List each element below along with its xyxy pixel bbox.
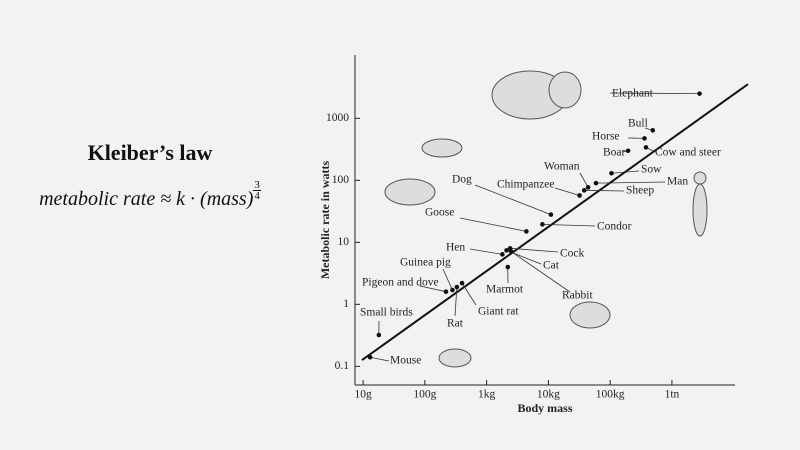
leader-line [442, 268, 453, 291]
leader-line [454, 287, 458, 317]
point [650, 128, 656, 133]
point-label: Goose [425, 207, 454, 219]
point [540, 222, 545, 227]
leader-line [609, 92, 700, 95]
elephant-head-art [548, 71, 582, 109]
illustrations [384, 70, 708, 368]
point [454, 284, 460, 290]
point [609, 170, 614, 176]
x-axis-label: Body mass [517, 401, 572, 415]
point-label: Cow and steer [655, 147, 721, 159]
dog-art [421, 138, 463, 158]
rabbit-art [569, 301, 611, 329]
point-label: Mouse [390, 355, 421, 367]
point [577, 193, 582, 198]
leader-line [584, 189, 625, 192]
point-label: Cat [543, 260, 560, 272]
point [548, 212, 554, 217]
y-axis-label: Metabolic rate in watts [318, 161, 332, 280]
point-label: Elephant [612, 88, 654, 100]
point [508, 249, 514, 254]
point-label: Guinea pig [400, 257, 451, 269]
x-tick-label: 10g [354, 389, 372, 401]
x-tick-label: 1kg [478, 389, 496, 401]
point-label: Horse [592, 131, 619, 143]
point-label: Man [667, 176, 688, 188]
point [643, 145, 649, 150]
point-label: Woman [544, 161, 580, 173]
leader-line [461, 282, 477, 306]
x-tick-label: 1tn [665, 389, 680, 401]
y-tick-label: 10 [338, 236, 350, 248]
text-panel: Kleiber’s law metabolic rate ≈ k · (mass… [0, 140, 300, 211]
point-label: Sheep [626, 185, 654, 197]
y-tick-label: 0.1 [335, 360, 350, 372]
point-label: Chimpanzee [497, 179, 554, 191]
point-label: Rabbit [562, 290, 593, 302]
x-tick-label: 100g [413, 389, 436, 401]
point [500, 252, 505, 257]
point [642, 136, 647, 141]
leader-line [510, 247, 559, 253]
man-art [692, 183, 708, 237]
point [459, 280, 465, 286]
leader-line [579, 172, 589, 188]
point-label: Dog [452, 174, 472, 186]
leader-line [474, 184, 552, 215]
point [524, 229, 529, 234]
point-label: Condor [597, 221, 632, 233]
leader-line [419, 285, 447, 293]
point [504, 248, 509, 253]
leader-line [469, 248, 503, 255]
leader-line [595, 181, 666, 184]
mouse-art [438, 348, 472, 368]
point [367, 354, 373, 360]
point-label: Sow [641, 164, 662, 176]
leader-line [542, 223, 596, 227]
formula: metabolic rate ≈ k · (mass) 3 4 [0, 180, 300, 211]
y-tick-label: 1000 [326, 112, 349, 124]
point-label: Giant rat [478, 306, 519, 318]
point [505, 264, 511, 270]
point-label: Marmot [486, 284, 524, 296]
exponent-denominator: 4 [254, 190, 260, 202]
point-label: Boar [603, 147, 626, 159]
leader-line [370, 356, 390, 362]
point [625, 148, 631, 154]
y-tick-label: 1 [343, 298, 349, 310]
point-label: Small birds [360, 307, 413, 319]
exponent-numerator: 3 [253, 179, 261, 191]
y-tick-label: 100 [332, 174, 350, 186]
point-label: Cock [560, 248, 585, 260]
point-label: Rat [447, 318, 464, 330]
point [697, 91, 702, 96]
formula-text: metabolic rate ≈ k · (mass) [39, 188, 254, 211]
leader-line [459, 217, 527, 232]
slide-title: Kleiber’s law [87, 140, 213, 165]
point-label: Pigeon and dove [362, 277, 439, 289]
point-label: Bull [628, 118, 648, 130]
man-head-art [693, 171, 707, 185]
point [585, 185, 591, 190]
point [581, 188, 587, 193]
point [376, 332, 382, 338]
point [593, 180, 599, 186]
x-tick-label: 10kg [537, 389, 560, 401]
point [450, 287, 455, 293]
leader-line [554, 187, 580, 196]
point-label: Hen [446, 242, 465, 254]
point [443, 289, 449, 294]
leader-line [510, 251, 571, 293]
leader-line [611, 170, 640, 174]
x-tick-label: 100kg [596, 389, 625, 401]
fit-line [361, 83, 749, 361]
goose-art [384, 178, 436, 206]
